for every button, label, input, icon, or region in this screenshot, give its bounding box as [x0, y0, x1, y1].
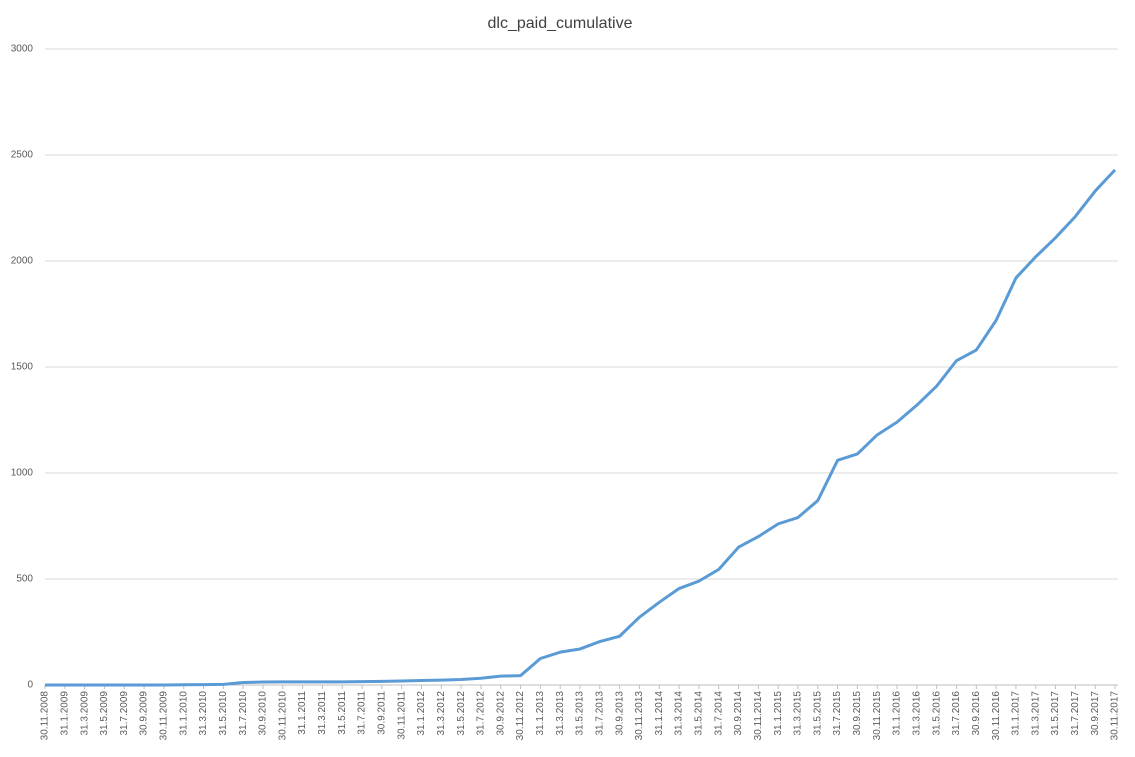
x-tick-label: 30.11.2015: [872, 691, 883, 741]
x-tick-label: 30.11.2008: [40, 691, 51, 741]
x-tick-label: 30.9.2011: [376, 691, 387, 735]
y-tick-label: 2000: [11, 256, 34, 267]
x-tick-label: 30.9.2017: [1090, 691, 1101, 736]
x-tick-label: 31.1.2014: [654, 691, 665, 736]
x-tick-label: 31.5.2017: [1050, 691, 1061, 736]
y-tick-label: 1500: [11, 362, 34, 373]
y-tick-label: 1000: [11, 468, 34, 479]
x-tick-label: 30.11.2009: [159, 691, 170, 741]
x-tick-label: 31.1.2016: [892, 691, 903, 736]
x-tick-label: 30.11.2016: [991, 691, 1002, 741]
x-tick-label: 31.5.2009: [99, 691, 110, 736]
x-tick-label: 31.7.2012: [476, 691, 487, 736]
x-tick-label: 31.5.2015: [812, 691, 823, 736]
x-tick-label: 30.11.2011: [396, 691, 407, 740]
x-tick-label: 31.1.2010: [178, 691, 189, 736]
y-tick-label: 2500: [11, 150, 34, 161]
x-tick-label: 30.9.2014: [733, 691, 744, 736]
x-tick-label: 30.9.2012: [495, 691, 506, 736]
y-tick-label: 0: [27, 680, 33, 691]
x-tick-label: 31.3.2017: [1030, 691, 1041, 736]
x-tick-label: 30.9.2013: [614, 691, 625, 736]
x-tick-label: 30.9.2009: [139, 691, 150, 736]
x-tick-label: 31.3.2011: [317, 691, 328, 735]
x-tick-label: 31.3.2015: [793, 691, 804, 736]
x-tick-label: 31.1.2015: [773, 691, 784, 736]
x-tick-label: 30.11.2017: [1110, 691, 1121, 741]
x-tick-label: 30.11.2010: [277, 691, 288, 741]
x-tick-label: 31.7.2009: [119, 691, 130, 736]
x-tick-label: 31.7.2015: [832, 691, 843, 736]
x-tick-label: 31.3.2016: [911, 691, 922, 736]
x-tick-label: 30.11.2013: [634, 691, 645, 741]
x-tick-label: 31.7.2011: [357, 691, 368, 735]
x-tick-label: 31.1.2012: [416, 691, 427, 736]
chart-title: dlc_paid_cumulative: [488, 15, 633, 32]
x-tick-label: 31.7.2014: [713, 691, 724, 736]
x-tick-label: 31.5.2012: [456, 691, 467, 736]
x-tick-label: 30.9.2010: [258, 691, 269, 736]
x-tick-label: 30.11.2014: [753, 691, 764, 741]
x-tick-label: 31.1.2011: [297, 691, 308, 735]
x-tick-label: 31.3.2013: [555, 691, 566, 736]
x-tick-label: 30.11.2012: [515, 691, 526, 741]
x-tick-label: 31.1.2009: [59, 691, 70, 736]
x-tick-label: 31.3.2010: [198, 691, 209, 736]
x-tick-label: 31.7.2016: [951, 691, 962, 736]
x-tick-label: 30.9.2016: [971, 691, 982, 736]
data-line: [45, 168, 1117, 687]
y-tick-label: 3000: [11, 44, 34, 55]
y-tick-label: 500: [16, 574, 33, 585]
x-tick-label: 31.5.2016: [931, 691, 942, 736]
x-tick-label: 31.5.2011: [337, 691, 348, 735]
x-tick-label: 31.5.2014: [694, 691, 705, 736]
x-tick-label: 31.7.2017: [1070, 691, 1081, 736]
x-tick-label: 31.5.2013: [575, 691, 586, 736]
x-tick-label: 31.3.2009: [79, 691, 90, 736]
x-tick-label: 30.9.2015: [852, 691, 863, 736]
x-tick-label: 31.5.2010: [218, 691, 229, 736]
x-tick-label: 31.3.2014: [674, 691, 685, 736]
x-tick-label: 31.1.2017: [1011, 691, 1022, 736]
x-tick-label: 31.7.2010: [238, 691, 249, 736]
x-tick-label: 31.3.2012: [436, 691, 447, 736]
x-tick-label: 31.7.2013: [594, 691, 605, 736]
x-tick-label: 31.1.2013: [535, 691, 546, 736]
